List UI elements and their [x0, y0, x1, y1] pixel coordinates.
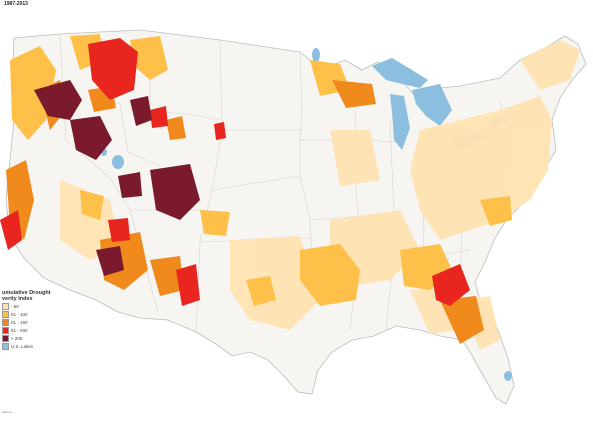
legend-items: - 50 51 - 100 01 - 150 51 - 200 > 200 U.S. La… [2, 302, 122, 350]
legend-swatch [2, 326, 9, 334]
legend-label: > 200 [11, 335, 23, 341]
legend: umulative Drought verity Index - 50 51 - … [2, 290, 122, 350]
legend-item: > 200 [2, 334, 122, 342]
legend-swatch [2, 310, 9, 318]
legend-swatch [2, 318, 9, 326]
legend-swatch [2, 302, 9, 310]
legend-swatch [2, 334, 9, 342]
legend-item: 01 - 150 [2, 318, 122, 326]
footnote: Source: ... [2, 410, 16, 414]
legend-label: - 50 [11, 303, 19, 309]
drought-light [60, 40, 580, 350]
legend-item: - 50 [2, 302, 122, 310]
drought-extreme [34, 80, 200, 276]
legend-item: 51 - 100 [2, 310, 122, 318]
legend-label: 51 - 100 [11, 311, 28, 317]
legend-swatch [2, 342, 9, 350]
legend-label: 51 - 200 [11, 327, 28, 333]
map-title: 1987-2013 [4, 1, 28, 7]
drought-severe [0, 38, 470, 306]
legend-label: U.S. Lakes [11, 343, 34, 349]
legend-title: umulative Drought verity Index [2, 290, 51, 302]
legend-label: 01 - 150 [11, 319, 28, 325]
legend-item: U.S. Lakes [2, 342, 122, 350]
legend-item: 51 - 200 [2, 326, 122, 334]
